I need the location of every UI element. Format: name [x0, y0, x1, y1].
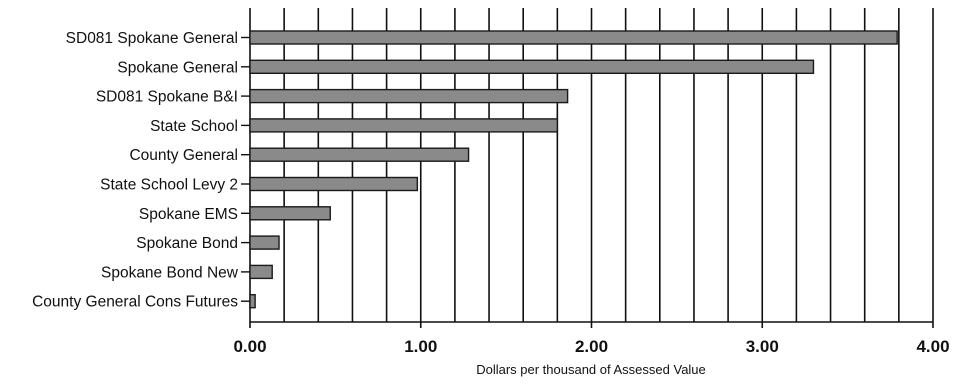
- bar: [249, 206, 331, 221]
- category-label: Spokane EMS: [139, 206, 238, 223]
- bar: [249, 176, 419, 192]
- bar: [249, 147, 470, 162]
- bar: [249, 264, 273, 280]
- bars: [249, 30, 898, 309]
- bar: [249, 30, 898, 45]
- x-tick-label: 2.00: [575, 337, 608, 356]
- x-tick-label: 4.00: [916, 337, 949, 356]
- gridlines: [249, 8, 934, 322]
- category-label: Spokane General: [117, 59, 238, 76]
- x-tick-label: 3.00: [746, 337, 779, 356]
- category-label: State School Levy 2: [100, 177, 238, 194]
- bar: [249, 118, 559, 133]
- x-tick-label: 1.00: [404, 337, 437, 356]
- category-label: Spokane Bond: [136, 235, 238, 252]
- axes: [241, 36, 934, 328]
- category-label: SD081 Spokane B&I: [96, 89, 238, 106]
- labels: 0.00 1.00 2.00 3.00 4.00 SD081 Spokane Genera…: [32, 30, 949, 356]
- category-label: Spokane Bond New: [101, 264, 239, 281]
- bar: [249, 88, 569, 104]
- x-axis-title: Dollars per thousand of Assessed Value: [476, 362, 706, 377]
- bar: [249, 59, 815, 74]
- category-label: SD081 Spokane General: [66, 30, 238, 47]
- category-label: County General Cons Futures: [32, 294, 238, 311]
- category-label: State School: [150, 118, 238, 135]
- category-label: County General: [129, 147, 238, 164]
- x-tick-label: 0.00: [233, 337, 266, 356]
- bar: [249, 235, 280, 250]
- bar: [249, 294, 256, 309]
